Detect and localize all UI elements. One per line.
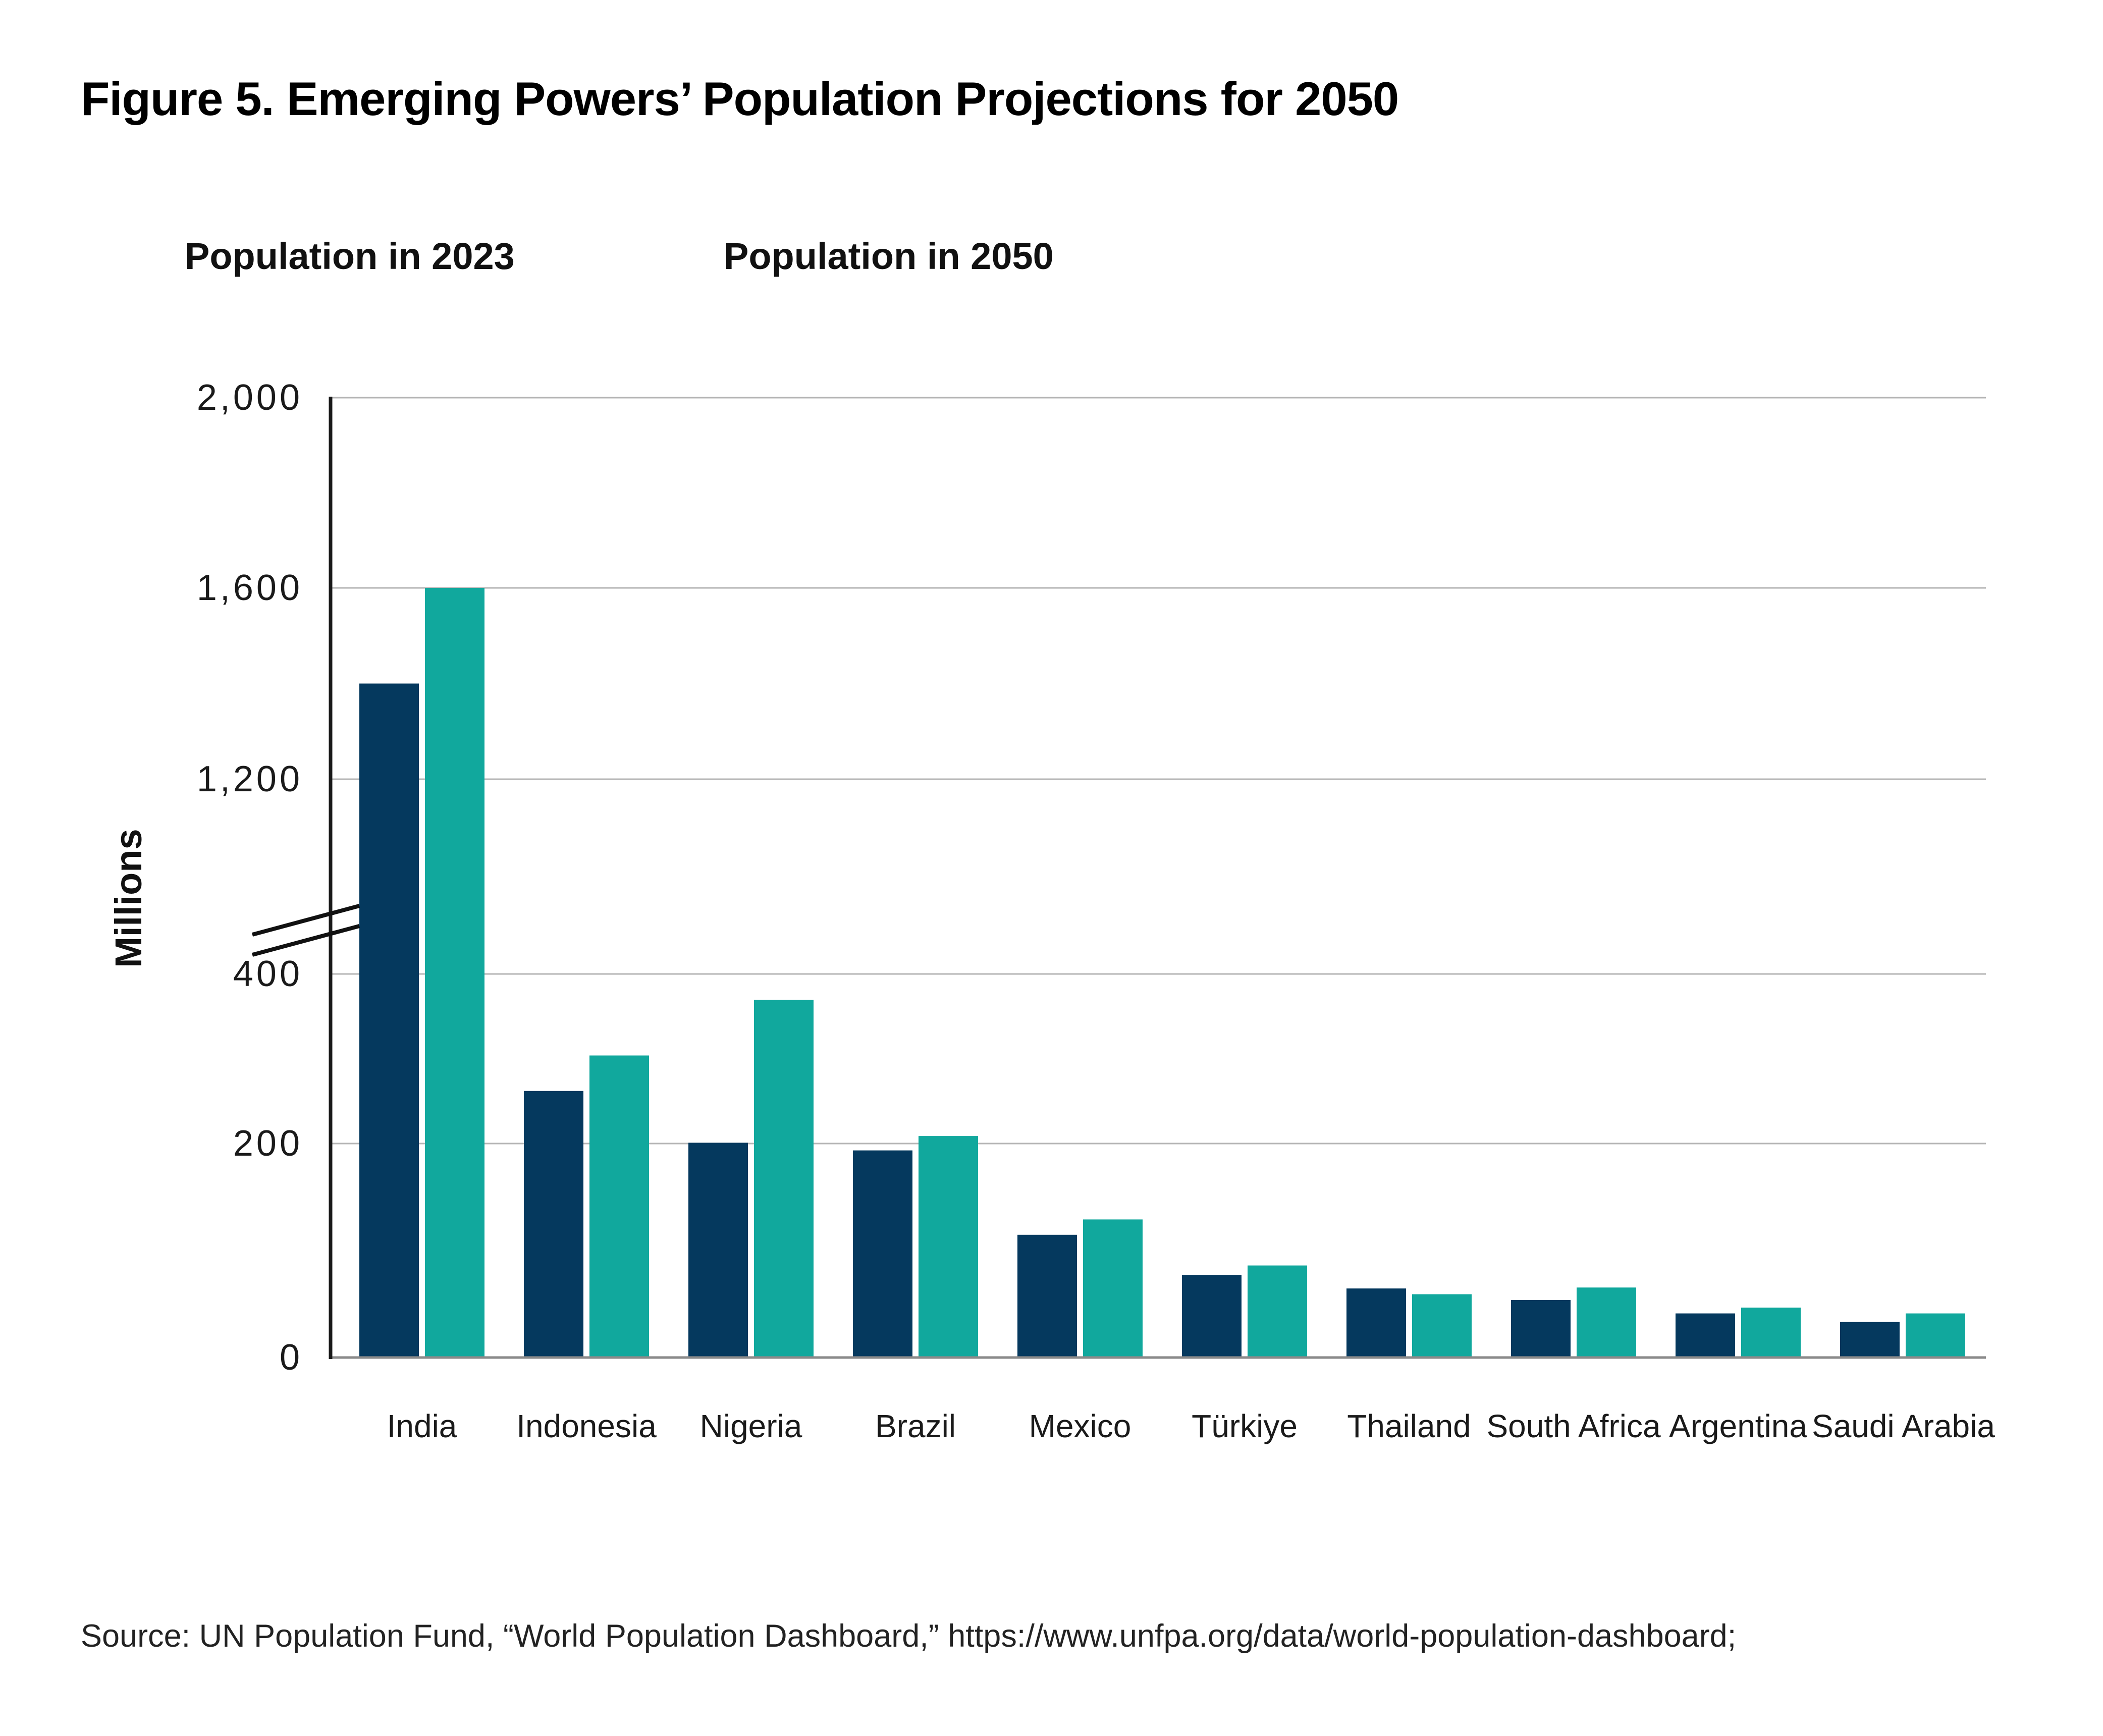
x-label-india: India — [387, 1408, 457, 1444]
bar-indonesia-2050 — [589, 1055, 649, 1358]
bar-brazil-2050 — [919, 1136, 978, 1358]
figure-title: Figure 5. Emerging Powers’ Population Pr… — [81, 72, 1399, 125]
bars-group — [359, 588, 1965, 1358]
source-note: Source: UN Population Fund, “World Popul… — [81, 1515, 1736, 1736]
bar-brazil-2023 — [853, 1150, 912, 1358]
bar-thailand-2023 — [1346, 1288, 1406, 1358]
x-label-thailand: Thailand — [1347, 1408, 1471, 1444]
bar-türkiye-2050 — [1248, 1265, 1307, 1358]
bar-argentina-2050 — [1741, 1308, 1801, 1358]
bar-thailand-2050 — [1412, 1294, 1472, 1358]
bar-south-africa-2023 — [1511, 1300, 1571, 1358]
y-tick-400: 400 — [233, 954, 303, 994]
bar-saudi-arabia-2050 — [1906, 1313, 1965, 1358]
x-label-argentina: Argentina — [1669, 1408, 1807, 1444]
y-tick-0: 0 — [279, 1337, 303, 1378]
source-line-1: Source: UN Population Fund, “World Popul… — [81, 1618, 1737, 1654]
x-label-saudi-arabia: Saudi Arabia — [1812, 1408, 1995, 1444]
bar-nigeria-2023 — [688, 1143, 748, 1358]
axis-break-mark-lower — [251, 924, 360, 957]
bar-mexico-2050 — [1083, 1219, 1143, 1358]
legend-label-2023: Population in 2023 — [185, 235, 515, 277]
bar-saudi-arabia-2023 — [1840, 1322, 1900, 1358]
bar-mexico-2023 — [1017, 1234, 1077, 1358]
y-tick-1200: 1,200 — [196, 759, 303, 799]
bar-india-2050 — [425, 588, 484, 1358]
y-tick-200: 200 — [233, 1123, 303, 1164]
x-label-brazil: Brazil — [875, 1408, 956, 1444]
legend-label-2050: Population in 2050 — [724, 235, 1054, 277]
x-label-indonesia: Indonesia — [516, 1408, 657, 1444]
y-tick-2000: 2,000 — [196, 377, 303, 418]
bar-argentina-2023 — [1676, 1313, 1735, 1358]
bar-nigeria-2050 — [754, 1000, 814, 1358]
bar-türkiye-2023 — [1182, 1275, 1242, 1358]
bar-south-africa-2050 — [1577, 1287, 1636, 1358]
x-label-turkiye: Türkiye — [1192, 1408, 1298, 1444]
bar-india-2023 — [359, 683, 419, 1358]
bar-indonesia-2023 — [524, 1091, 583, 1358]
x-label-nigeria: Nigeria — [699, 1408, 802, 1444]
x-label-south-africa: South Africa — [1486, 1408, 1661, 1444]
axis-break-mark-upper — [251, 904, 360, 937]
y-tick-1600: 1,600 — [196, 568, 303, 608]
x-label-mexico: Mexico — [1029, 1408, 1131, 1444]
